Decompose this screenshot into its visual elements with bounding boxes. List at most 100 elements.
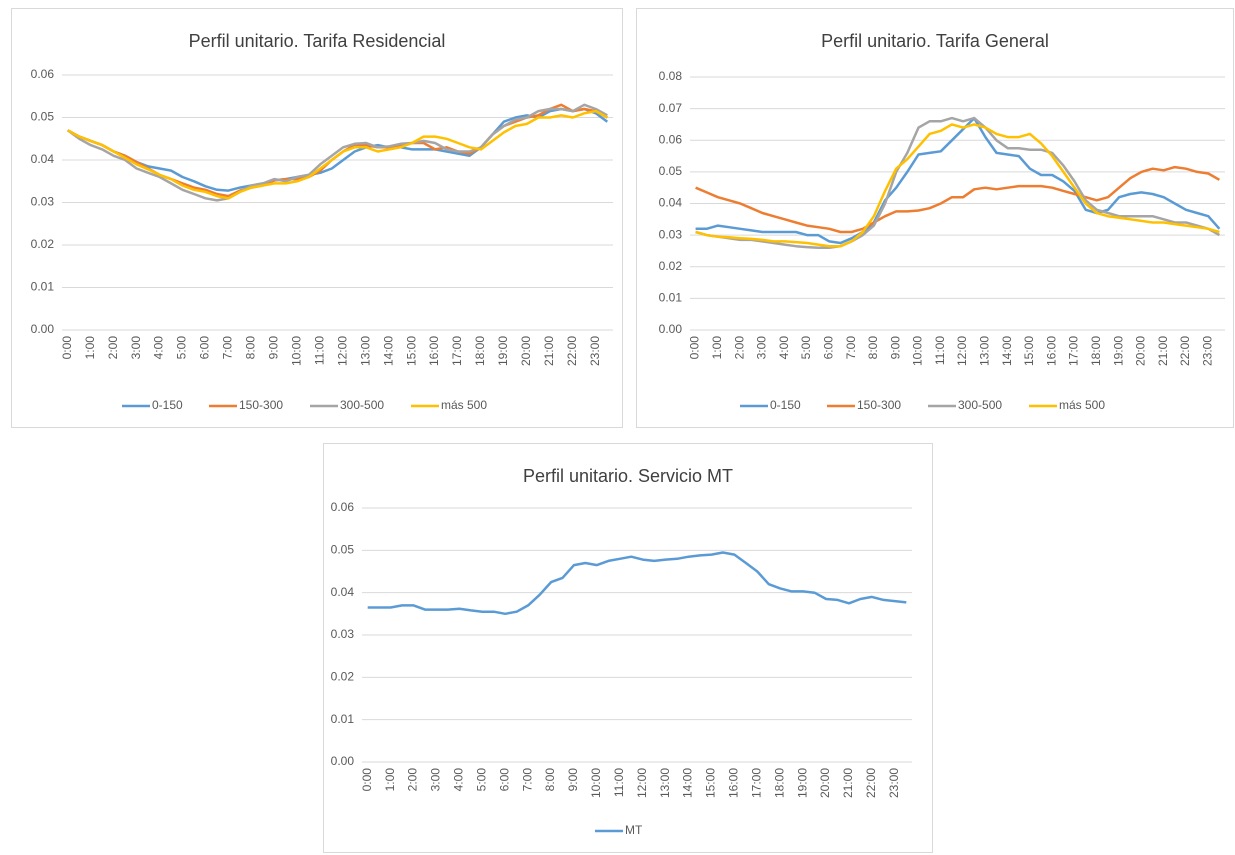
x-tick-label: 6:00: [821, 336, 835, 360]
x-tick-label: 21:00: [1156, 336, 1170, 366]
x-tick-label: 8:00: [244, 336, 258, 360]
y-tick-label: 0.02: [659, 259, 683, 273]
x-tick-label: 8:00: [866, 336, 880, 360]
x-tick-label: 13:00: [978, 336, 992, 366]
series-line: [66, 103, 608, 202]
x-tick-label: 5:00: [799, 336, 813, 360]
x-tick-label: 2:00: [406, 768, 420, 792]
y-tick-label: 0.05: [31, 110, 55, 124]
x-tick-label: 17:00: [749, 768, 763, 798]
x-tick-label: 10:00: [289, 336, 303, 366]
x-tick-label: 16:00: [1044, 336, 1058, 366]
x-tick-label: 22:00: [864, 768, 878, 798]
y-tick-label: 0.07: [659, 101, 683, 115]
x-tick-label: 8:00: [543, 768, 557, 792]
x-tick-label: 1:00: [83, 336, 97, 360]
y-tick-label: 0.03: [659, 227, 683, 241]
x-tick-label: 19:00: [496, 336, 510, 366]
y-tick-label: 0.00: [659, 322, 683, 336]
x-tick-label: 13:00: [658, 768, 672, 798]
x-tick-label: 22:00: [565, 336, 579, 366]
x-tick-label: 18:00: [473, 336, 487, 366]
chart-title: Perfil unitario. Tarifa General: [821, 31, 1049, 51]
legend-label: 300-500: [958, 398, 1002, 412]
x-tick-label: 22:00: [1178, 336, 1192, 366]
x-tick-label: 0:00: [688, 336, 702, 360]
x-tick-label: 11:00: [312, 336, 326, 365]
y-tick-label: 0.04: [31, 152, 55, 166]
y-tick-label: 0.06: [331, 500, 355, 514]
x-tick-label: 6:00: [497, 768, 511, 792]
x-tick-label: 3:00: [755, 336, 769, 360]
x-tick-label: 16:00: [727, 768, 741, 798]
x-tick-label: 20:00: [1134, 336, 1148, 366]
x-tick-label: 2:00: [732, 336, 746, 360]
x-tick-label: 18:00: [772, 768, 786, 798]
x-tick-label: 11:00: [612, 768, 626, 797]
y-tick-label: 0.00: [331, 754, 355, 768]
series-line: [695, 116, 1221, 245]
legend-label: 300-500: [340, 398, 384, 412]
x-tick-label: 12:00: [635, 768, 649, 798]
x-tick-label: 23:00: [588, 336, 602, 366]
legend-label: 0-150: [770, 398, 801, 412]
x-tick-label: 14:00: [681, 768, 695, 798]
x-tick-label: 15:00: [1022, 336, 1036, 366]
x-tick-label: 17:00: [1067, 336, 1081, 366]
x-tick-label: 18:00: [1089, 336, 1103, 366]
x-tick-label: 13:00: [358, 336, 372, 366]
x-tick-label: 4:00: [777, 336, 791, 360]
panel-border: [323, 443, 933, 853]
series-line: [695, 165, 1221, 234]
x-tick-label: 3:00: [129, 336, 143, 360]
x-tick-label: 0:00: [60, 336, 74, 360]
y-tick-label: 0.05: [659, 164, 683, 178]
y-tick-label: 0.04: [331, 585, 355, 599]
x-tick-label: 9:00: [566, 768, 580, 792]
y-tick-label: 0.01: [31, 280, 55, 294]
x-tick-label: 21:00: [841, 768, 855, 798]
chart-title: Perfil unitario. Tarifa Residencial: [189, 31, 446, 51]
series-line: [67, 109, 608, 200]
legend-label: 150-300: [239, 398, 283, 412]
y-tick-label: 0.05: [331, 543, 355, 557]
y-tick-label: 0.03: [331, 627, 355, 641]
y-tick-label: 0.02: [331, 670, 355, 684]
legend-label: 0-150: [152, 398, 183, 412]
x-tick-label: 7:00: [844, 336, 858, 360]
x-tick-label: 11:00: [933, 336, 947, 365]
x-tick-label: 4:00: [152, 336, 166, 360]
y-tick-label: 0.00: [31, 322, 55, 336]
x-tick-label: 12:00: [955, 336, 969, 366]
x-tick-label: 0:00: [360, 768, 374, 792]
y-tick-label: 0.06: [659, 132, 683, 146]
y-tick-label: 0.02: [31, 237, 55, 251]
x-tick-label: 7:00: [520, 768, 534, 792]
panel-border: [636, 8, 1234, 428]
x-tick-label: 4:00: [452, 768, 466, 792]
x-tick-label: 1:00: [710, 336, 724, 360]
y-tick-label: 0.01: [659, 291, 683, 305]
x-tick-label: 15:00: [704, 768, 718, 798]
chart-panel: Perfil unitario. Tarifa Residencial 0.00 0…: [11, 8, 623, 428]
x-tick-label: 20:00: [519, 336, 533, 366]
legend-label: más 500: [441, 398, 487, 412]
x-tick-label: 20:00: [818, 768, 832, 798]
series-line: [695, 123, 1220, 248]
x-tick-label: 5:00: [175, 336, 189, 360]
series-line: [695, 116, 1221, 250]
x-tick-label: 21:00: [542, 336, 556, 366]
series-line: [67, 107, 609, 192]
legend-label: más 500: [1059, 398, 1105, 412]
x-tick-label: 9:00: [267, 336, 281, 360]
x-tick-label: 12:00: [335, 336, 349, 366]
series-line: [367, 551, 907, 616]
y-tick-label: 0.01: [331, 712, 355, 726]
x-tick-label: 1:00: [383, 768, 397, 792]
x-tick-label: 2:00: [106, 336, 120, 360]
y-tick-label: 0.04: [659, 196, 683, 210]
x-tick-label: 17:00: [450, 336, 464, 366]
legend-label: MT: [625, 823, 643, 837]
